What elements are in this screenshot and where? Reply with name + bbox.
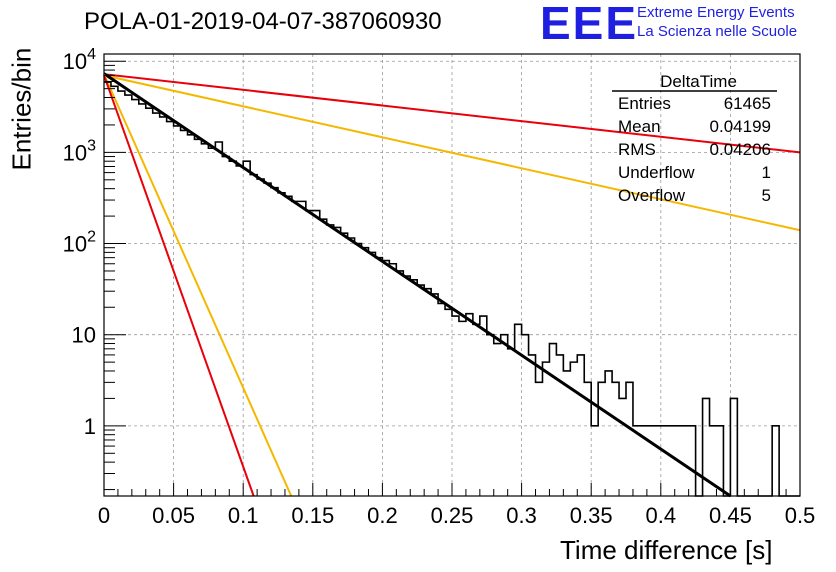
x-tick-label: 0.2 bbox=[367, 503, 398, 528]
stats-value: 1 bbox=[762, 163, 771, 182]
stats-value: 0.04199 bbox=[710, 117, 771, 136]
logo-subtitle-2: La Scienza nelle Scuole bbox=[637, 23, 798, 40]
logo-subtitle-1: Extreme Energy Events bbox=[637, 4, 795, 21]
yellow-line bbox=[103, 74, 801, 232]
eee-logo: EEE bbox=[540, 0, 639, 49]
x-tick-label: 0.45 bbox=[709, 503, 752, 528]
stats-box: DeltaTime Entries 61465 Mean 0.04199 RMS 0.042… bbox=[612, 72, 777, 205]
stats-value: 5 bbox=[762, 186, 771, 205]
x-tick-label: 0.3 bbox=[506, 503, 537, 528]
axis-ticks: 0 0.05 0.1 0.15 0.2 0.25 0.3 0.35 0.4 0.45 0.5 1 10 1… bbox=[63, 46, 816, 528]
y-tick-label: 103 bbox=[63, 137, 96, 165]
x-tick-label: 0.4 bbox=[646, 503, 677, 528]
stats-label: Underflow bbox=[618, 163, 695, 182]
x-tick-label: 0.15 bbox=[291, 503, 334, 528]
x-tick-label: 0.5 bbox=[785, 503, 816, 528]
y-tick-label: 102 bbox=[63, 229, 96, 257]
y-tick-label: 104 bbox=[63, 46, 96, 74]
y-tick-label: 1 bbox=[84, 414, 96, 439]
stats-label: Overflow bbox=[618, 186, 686, 205]
y-axis-label: Entries/bin bbox=[6, 47, 37, 171]
stats-label: Mean bbox=[618, 117, 661, 136]
stats-label: Entries bbox=[618, 94, 671, 113]
histogram-outline bbox=[104, 81, 800, 497]
x-axis-label: Time difference [s] bbox=[560, 535, 773, 565]
x-tick-label: 0 bbox=[98, 503, 110, 528]
y-tick-label: 10 bbox=[72, 323, 96, 348]
stats-value: 0.04206 bbox=[710, 140, 771, 159]
histogram-bars bbox=[104, 81, 800, 497]
yellow-line bbox=[103, 73, 293, 497]
red-line bbox=[103, 73, 801, 154]
stats-label: RMS bbox=[618, 140, 656, 159]
x-tick-label: 0.05 bbox=[152, 503, 195, 528]
red-line bbox=[103, 75, 255, 497]
stats-title: DeltaTime bbox=[660, 72, 737, 91]
stats-value: 61465 bbox=[724, 94, 771, 113]
chart-title: POLA-01-2019-04-07-387060930 bbox=[84, 8, 442, 35]
x-tick-label: 0.25 bbox=[431, 503, 474, 528]
x-tick-label: 0.35 bbox=[570, 503, 613, 528]
x-tick-label: 0.1 bbox=[228, 503, 259, 528]
